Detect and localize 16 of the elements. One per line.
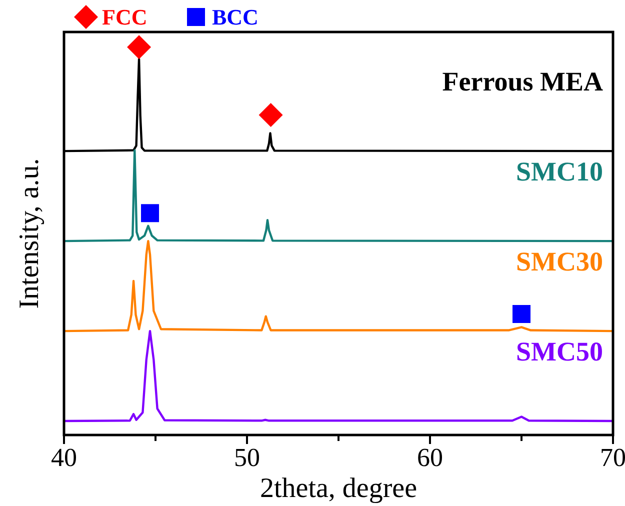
point <box>512 304 530 323</box>
x-tick-label: 60 <box>417 443 443 472</box>
x-tick-label: 50 <box>234 443 260 472</box>
legend-label: FCC <box>102 4 148 30</box>
x-axis-title: 2theta, degree <box>260 473 418 504</box>
point <box>141 204 160 222</box>
point <box>127 35 152 60</box>
series-label: SMC50 <box>516 336 603 366</box>
y-axis-title: Intensity, a.u. <box>14 158 45 309</box>
text: Ferrous MEA <box>442 66 604 97</box>
series-label: SMC30 <box>516 246 603 276</box>
text: SMC10 <box>516 156 603 187</box>
legend-label: BCC <box>212 4 258 30</box>
x-tick-label: 40 <box>51 443 77 472</box>
x-tick-label: 70 <box>600 443 625 472</box>
point <box>258 103 283 128</box>
